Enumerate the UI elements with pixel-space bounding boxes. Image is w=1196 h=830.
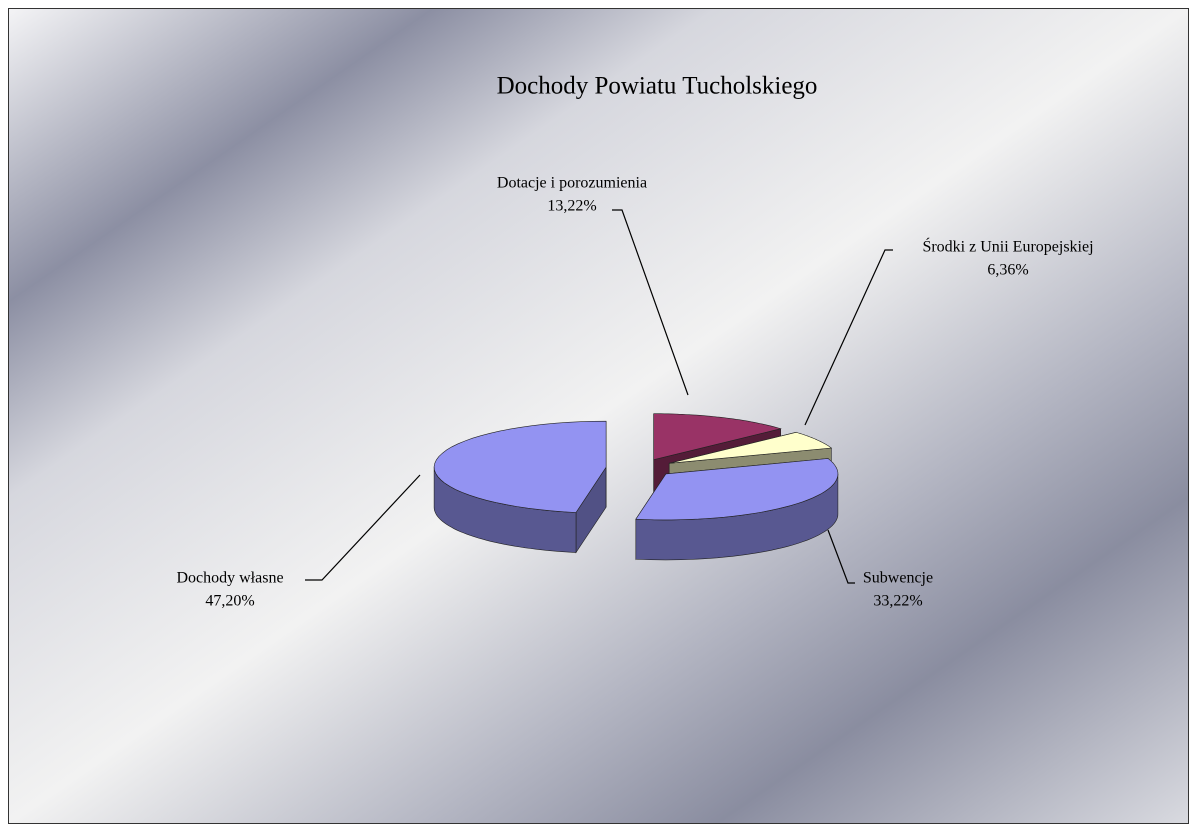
leader-line (827, 529, 855, 584)
value-label: 13,22% (547, 198, 596, 215)
leader-line (612, 209, 689, 396)
slice (635, 458, 839, 521)
value-label: 33,22% (873, 593, 922, 610)
chart-area (8, 8, 1189, 824)
category-label: Dotacje i porozumienia (497, 175, 647, 192)
slice (433, 420, 607, 513)
leader-line (305, 474, 421, 581)
category-label: Dochody własne (176, 570, 283, 587)
value-label: 47,20% (205, 593, 254, 610)
slice (653, 413, 782, 461)
category-label: Środki z Unii Europejskiej (922, 237, 1093, 256)
category-label: Subwencje (863, 570, 933, 587)
slice (669, 431, 833, 464)
leader-line (804, 249, 893, 426)
chart-title: Dochody Powiatu Tucholskiego (497, 73, 818, 100)
value-label: 6,36% (987, 262, 1028, 279)
